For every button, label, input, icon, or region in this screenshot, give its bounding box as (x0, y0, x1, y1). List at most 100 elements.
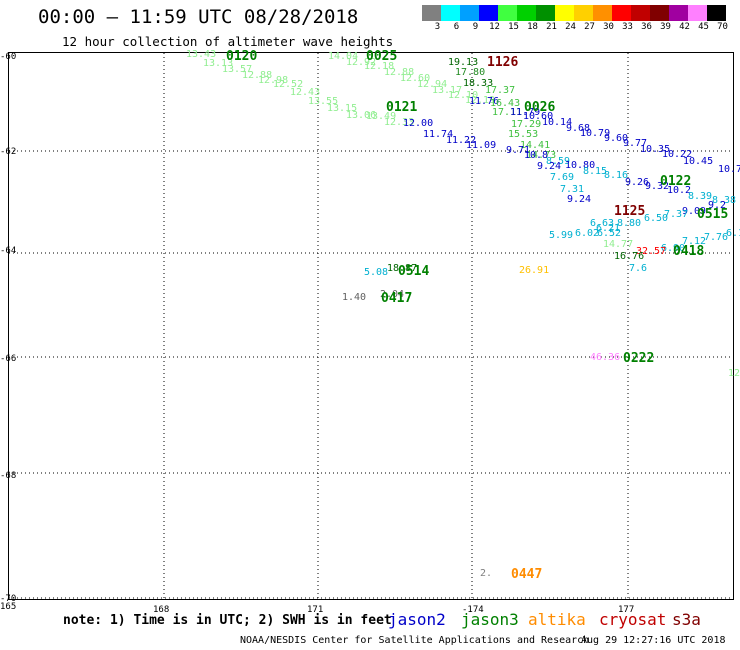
footnote: note: 1) Time is in UTC; 2) SWH is in fe… (63, 613, 392, 628)
latitude-label: -66 (0, 354, 17, 364)
wave-height-value: 15.53 (508, 129, 539, 140)
legend-swatch (574, 5, 593, 21)
legend-jason2: jason2 (388, 610, 446, 629)
wave-height-value: 12.92 (346, 57, 377, 68)
pass-time-label: 1125 (614, 204, 646, 219)
legend-tick: 12 (489, 22, 500, 32)
wave-height-value: 13.15 (327, 103, 358, 114)
legend-tick: 30 (603, 22, 614, 32)
wave-height-value: 12.33 (384, 117, 415, 128)
wave-height-value: 5.99 (549, 230, 574, 241)
color-scale-legend (422, 5, 726, 21)
legend-s3a: s3a (672, 610, 701, 629)
wave-height-value: 13.13 (203, 58, 234, 69)
legend-swatch (669, 5, 688, 21)
legend-tick: 36 (641, 22, 652, 32)
wave-height-value: 8.59 (546, 156, 571, 167)
legend-jason3: jason3 (461, 610, 519, 629)
wave-height-value: 12.19 (465, 95, 496, 106)
legend-swatch (441, 5, 460, 21)
legend-swatch (612, 5, 631, 21)
longitude-label: 168 (153, 605, 170, 615)
legend-tick: 39 (660, 22, 671, 32)
legend-swatch (536, 5, 555, 21)
wave-height-value: 12.98 (258, 75, 289, 86)
legend-tick: 27 (584, 22, 595, 32)
legend-swatch (555, 5, 574, 21)
credit-line: NOAA/NESDIS Center for Satellite Applica… (240, 635, 590, 646)
wave-height-value: 9.24 (537, 161, 562, 172)
wave-height-value: 16.76 (614, 251, 645, 262)
wave-height-value: 9.77 (623, 138, 648, 149)
legend-unit: (ft) (734, 22, 740, 32)
legend-tick: 45 (698, 22, 709, 32)
figure-title: 00:00 – 11:59 UTC 08/28/2018 (38, 6, 359, 28)
wave-height-value: 12.88 (242, 70, 273, 81)
wave-height-value: 5.08 (364, 267, 389, 278)
legend-tick: 9 (472, 22, 479, 32)
legend-tick: 6 (453, 22, 460, 32)
wave-height-value: 12.79 (728, 368, 740, 379)
wave-height-value: 14.77 (603, 239, 634, 250)
wave-height-value: 10.2 (667, 185, 692, 196)
wave-height-value: 7.6 (629, 263, 648, 274)
pass-time-label: 0026 (524, 100, 556, 115)
wave-height-value: 9.26 (625, 177, 650, 188)
wave-height-value: 13.55 (308, 96, 339, 107)
wave-height-value: 9.24 (567, 194, 592, 205)
wave-height-value: 9.09 (682, 206, 707, 217)
figure-subtitle: 12 hour collection of altimeter wave hei… (62, 34, 394, 49)
wave-height-value: 12.43 (290, 87, 321, 98)
wave-height-value: 10.45 (683, 156, 714, 167)
longitude-label: 171 (307, 605, 324, 615)
legend-swatch (460, 5, 479, 21)
wave-height-value: 7.69 (550, 172, 575, 183)
legend-swatch (593, 5, 612, 21)
legend-cryosat: cryosat (599, 610, 667, 629)
legend-tick: 21 (546, 22, 557, 32)
wave-height-value: 7.12 (682, 236, 707, 247)
wave-height-value: 13.06 (346, 110, 377, 121)
wave-height-value: 10.79 (580, 128, 611, 139)
wave-height-value: 9.68 (566, 123, 591, 134)
latitude-label: -60 (0, 52, 17, 62)
latitude-label: -68 (0, 471, 17, 481)
wave-height-value: 13.17 (432, 85, 463, 96)
wave-height-value: 8.38 (712, 195, 737, 206)
longitude-label: 177 (618, 605, 635, 615)
wave-height-value: 6.13 (726, 228, 740, 239)
pass-time-label: 0515 (697, 207, 729, 222)
longitude-label: 165 (0, 602, 17, 612)
wave-height-value: 10.14 (542, 117, 573, 128)
wave-height-value: 2.04 (380, 289, 405, 300)
legend-tick: 15 (508, 22, 519, 32)
wave-height-value: 14.04 (328, 51, 359, 62)
wave-height-value: 18.87 (387, 263, 418, 274)
wave-height-value: 10.22 (662, 149, 693, 160)
wave-height-value: 12.00 (403, 118, 434, 129)
pass-time-label: 0514 (398, 264, 430, 279)
legend-tick: 18 (527, 22, 538, 32)
wave-height-value: 18.33 (463, 78, 494, 89)
wave-height-value: 6.63 (590, 218, 615, 229)
wave-height-value: 10.35 (640, 144, 671, 155)
legend-altika: altika (528, 610, 586, 629)
wave-height-value: 9.2 (708, 200, 727, 211)
pass-time-label: 0417 (381, 291, 413, 306)
wave-height-value: 8.16 (604, 170, 629, 181)
wave-height-value: 11.79 (510, 107, 541, 118)
latitude-label: -62 (0, 147, 17, 157)
legend-tick: 24 (565, 22, 576, 32)
pass-time-label: 0222 (623, 351, 655, 366)
wave-height-value: 6.50 (644, 213, 669, 224)
wave-height-value: 14.73 (526, 150, 557, 161)
latitude-label: -64 (0, 246, 17, 256)
legend-tick: 3 (434, 22, 441, 32)
wave-height-value: 7.37 (664, 209, 689, 220)
graticule (9, 53, 733, 599)
wave-height-value: 6.52 (597, 228, 622, 239)
wave-height-value: 11.74 (423, 129, 454, 140)
wave-height-value: 2. (480, 568, 493, 579)
wave-height-value: 17.11 (492, 107, 523, 118)
